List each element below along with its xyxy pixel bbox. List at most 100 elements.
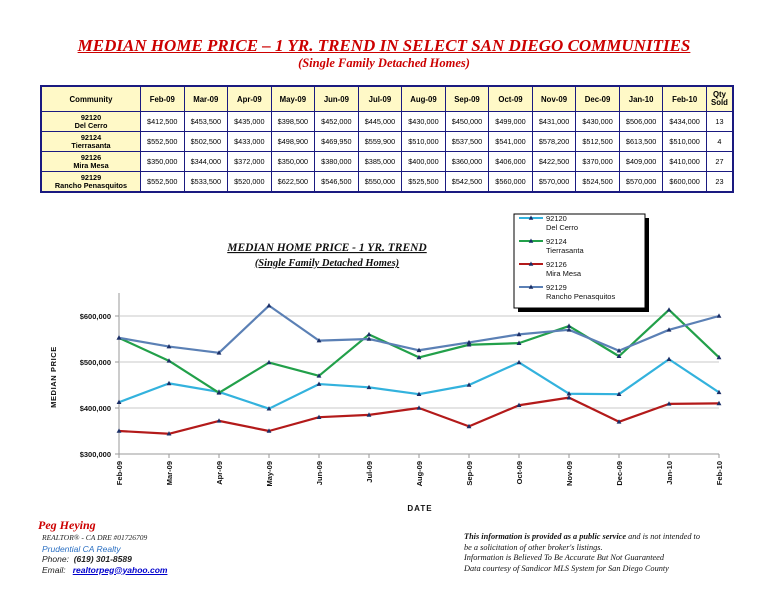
x-tick-label: May-09 [265,461,274,486]
data-point [466,342,472,347]
price-cell: $533,500 [183,171,229,193]
data-point [116,335,122,340]
data-point [516,402,522,408]
month-header: Sep-09 [444,85,490,112]
price-cell: $434,000 [662,111,707,132]
price-cell: $350,000 [140,151,185,172]
phone-row: Phone: (619) 301-8589 [42,554,167,565]
disclaimer: This information is provided as a public… [464,532,708,574]
data-point [366,412,372,417]
legend-label-zip: 92129 [546,283,567,292]
x-tick-label: Feb-09 [115,461,124,485]
data-point [666,307,672,312]
month-header: Mar-09 [183,85,229,112]
y-ticks: $300,000 $400,000 $500,000 $600,000 [80,312,119,459]
x-tick-label: Jul-09 [365,461,374,483]
table-row: 92124 Tierrasanta $552,500 $502,500 $433,000… [40,131,734,152]
data-point [366,336,372,341]
data-point [716,313,722,318]
y-tick-label: $500,000 [80,358,111,367]
y-tick-label: $300,000 [80,450,111,459]
data-point [666,327,672,332]
price-cell: $600,000 [662,171,707,193]
y-axis-label: MEDIAN PRICE [49,346,58,408]
series-3 [116,303,722,355]
price-cell: $406,000 [488,151,533,172]
data-point [116,399,122,405]
data-point [566,395,572,400]
price-cell: $552,500 [140,171,185,193]
qty-cell: 27 [705,151,734,172]
legend-frame [513,213,646,309]
series-1 [116,307,722,395]
data-point [566,391,572,396]
data-point [666,356,672,362]
x-tick-label: Oct-09 [515,461,524,484]
legend-label-zip: 92124 [546,237,567,246]
community-header: Community [40,85,141,112]
data-point [516,340,522,345]
x-tick-label: Dec-09 [615,461,624,486]
legend-shadow [518,308,649,312]
data-point [716,354,722,360]
realtor-line: REALTOR® - CA DRE #01726709 [42,533,148,542]
data-point [166,358,172,363]
disclaimer-line-1: This information is provided as a public… [464,532,701,552]
email-link[interactable]: realtorpeg@yahoo.com [72,564,168,575]
x-tick-label: Sep-09 [465,461,474,486]
data-point [316,381,322,386]
price-cell: $370,000 [575,151,620,172]
data-point [516,331,522,337]
disclaimer-line-3: Data courtesy of Sandicor MLS System for… [464,563,669,573]
data-point [166,380,172,386]
price-cell: $524,500 [575,171,620,193]
price-cell: $344,000 [183,151,229,172]
series-line [118,358,720,410]
data-point [616,353,622,359]
community-cell: 92129 Rancho Penasquitos [40,171,141,193]
qty-sold-header: Qty Sold [705,85,734,112]
data-point [316,373,322,378]
y-tick-label: $400,000 [80,404,111,413]
data-point [516,359,522,365]
x-tick-label: Nov-09 [565,461,574,486]
data-point [166,343,172,349]
data-point [216,390,222,395]
data-point [466,339,472,345]
y-tick-label: $600,000 [80,312,111,321]
agent-name: Peg Heying [38,518,96,532]
community-cell: 92126 Mira Mesa [40,151,141,172]
phone-label: Phone: [42,554,69,564]
data-point [566,323,572,328]
data-point [216,418,222,423]
x-tick-label: Jun-09 [315,461,324,485]
month-header: Feb-09 [140,85,185,112]
table-header-row: Community Feb-09 Mar-09 Apr-09 May-09 Jun-09… [40,85,734,112]
price-cell: $350,000 [270,151,316,172]
community-cell: 92124 Tierrasanta [40,131,141,152]
legend-shadow [645,218,649,312]
data-point [116,428,122,433]
data-point [566,327,572,332]
data-point [316,414,322,419]
x-tick-label: Apr-09 [215,461,224,485]
data-point [166,431,172,436]
email-row: Email: realtorpeg@yahoo.com [42,565,167,576]
legend-marker [528,284,534,289]
legend-label-name: Mira Mesa [546,269,582,278]
legend-label-name: Del Cerro [546,223,578,232]
data-point [266,428,272,433]
legend-marker [528,215,534,220]
month-header: Apr-09 [227,85,272,112]
data-point [466,382,472,387]
legend-marker [528,261,534,266]
data-point [466,423,472,429]
legend-marker [528,238,534,243]
data-point [716,389,722,395]
x-axis-label: DATE [407,504,432,513]
